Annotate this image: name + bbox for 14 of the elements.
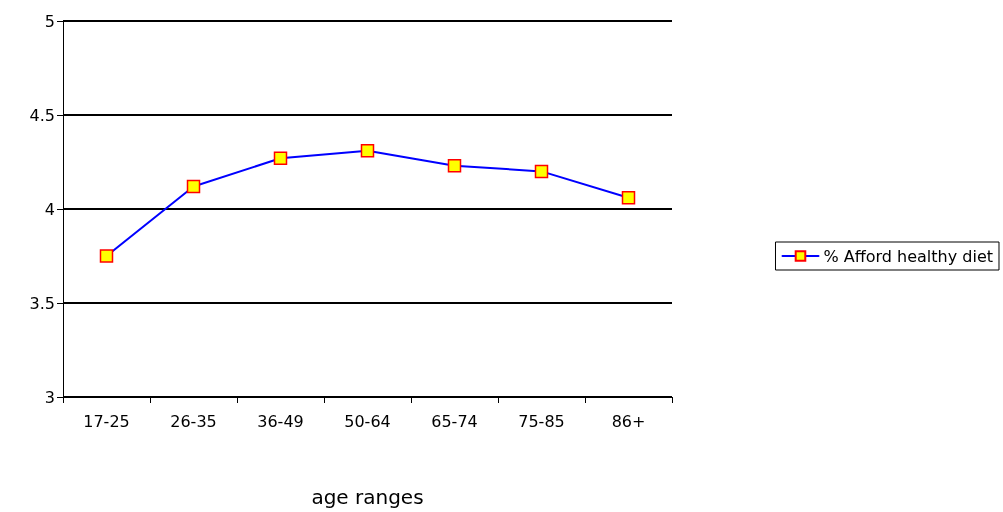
- y-tick-label: 4: [44, 199, 55, 219]
- y-tick-label: 4.5: [29, 105, 55, 125]
- x-tick-label: 26-35: [170, 411, 217, 431]
- legend-label: % Afford healthy diet: [823, 246, 994, 266]
- x-tick-label: 17-25: [83, 411, 130, 431]
- y-tick-label: 3: [44, 387, 55, 407]
- x-tick-label: 86+: [611, 411, 646, 431]
- x-tick-label: 50-64: [344, 411, 391, 431]
- y-tick-label: 3.5: [29, 293, 55, 313]
- x-tick-label: 65-74: [431, 411, 478, 431]
- x-tick-label: 75-85: [518, 411, 565, 431]
- x-axis-title: age ranges: [311, 485, 424, 509]
- y-tick-label: 5: [44, 11, 55, 31]
- x-tick-label: 36-49: [257, 411, 304, 431]
